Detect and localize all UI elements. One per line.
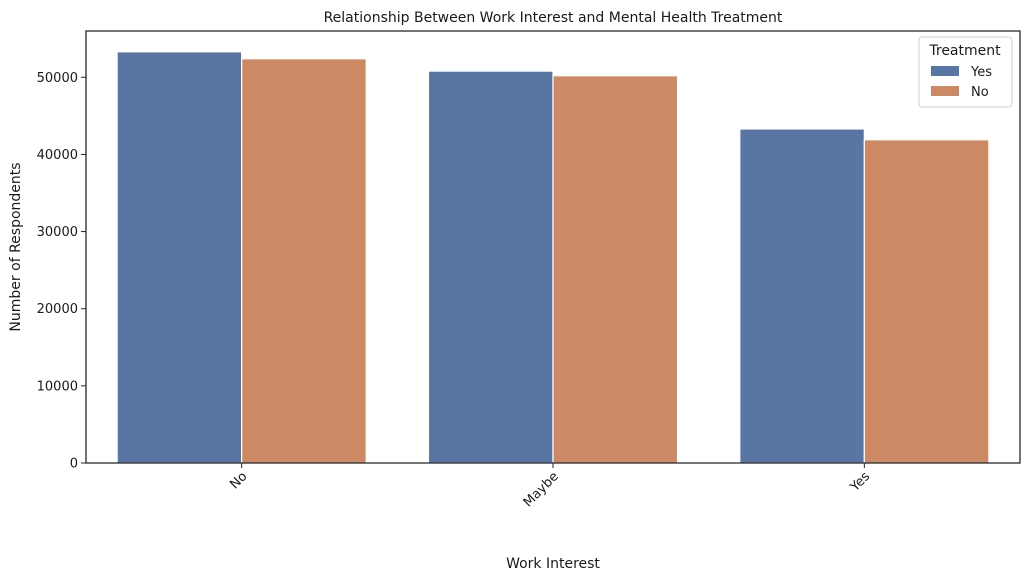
y-tick-label: 10000: [37, 379, 78, 394]
legend-swatch: [931, 66, 959, 76]
x-tick-label: Maybe: [521, 469, 562, 510]
x-axis: No Maybe Yes: [227, 463, 873, 510]
legend: Treatment Yes No: [918, 36, 1013, 108]
y-tick-label: 30000: [37, 225, 78, 240]
legend-label: No: [971, 85, 989, 100]
y-axis-label: Number of Respondents: [8, 162, 24, 331]
legend-title: Treatment: [928, 43, 1001, 59]
chart-title: Relationship Between Work Interest and M…: [324, 10, 783, 26]
bar-maybe-yes: [427, 70, 554, 464]
legend-label: Yes: [970, 65, 992, 80]
x-tick-label: Yes: [847, 469, 873, 495]
y-tick-label: 40000: [37, 148, 78, 163]
bar-yes-yes: [739, 128, 865, 464]
bar-maybe-no: [552, 75, 679, 464]
x-axis-label: Work Interest: [506, 556, 600, 572]
y-axis: 0 10000 20000 30000 40000 50000: [37, 71, 86, 472]
y-tick-label: 20000: [37, 302, 78, 317]
legend-swatch: [931, 86, 959, 96]
bar-no-no: [241, 58, 367, 464]
bar-no-yes: [116, 51, 243, 464]
y-tick-label: 0: [70, 457, 78, 472]
x-tick-label: No: [227, 469, 250, 492]
y-tick-label: 50000: [37, 71, 78, 86]
bar-yes-no: [863, 139, 990, 464]
plot-area: [116, 51, 990, 464]
